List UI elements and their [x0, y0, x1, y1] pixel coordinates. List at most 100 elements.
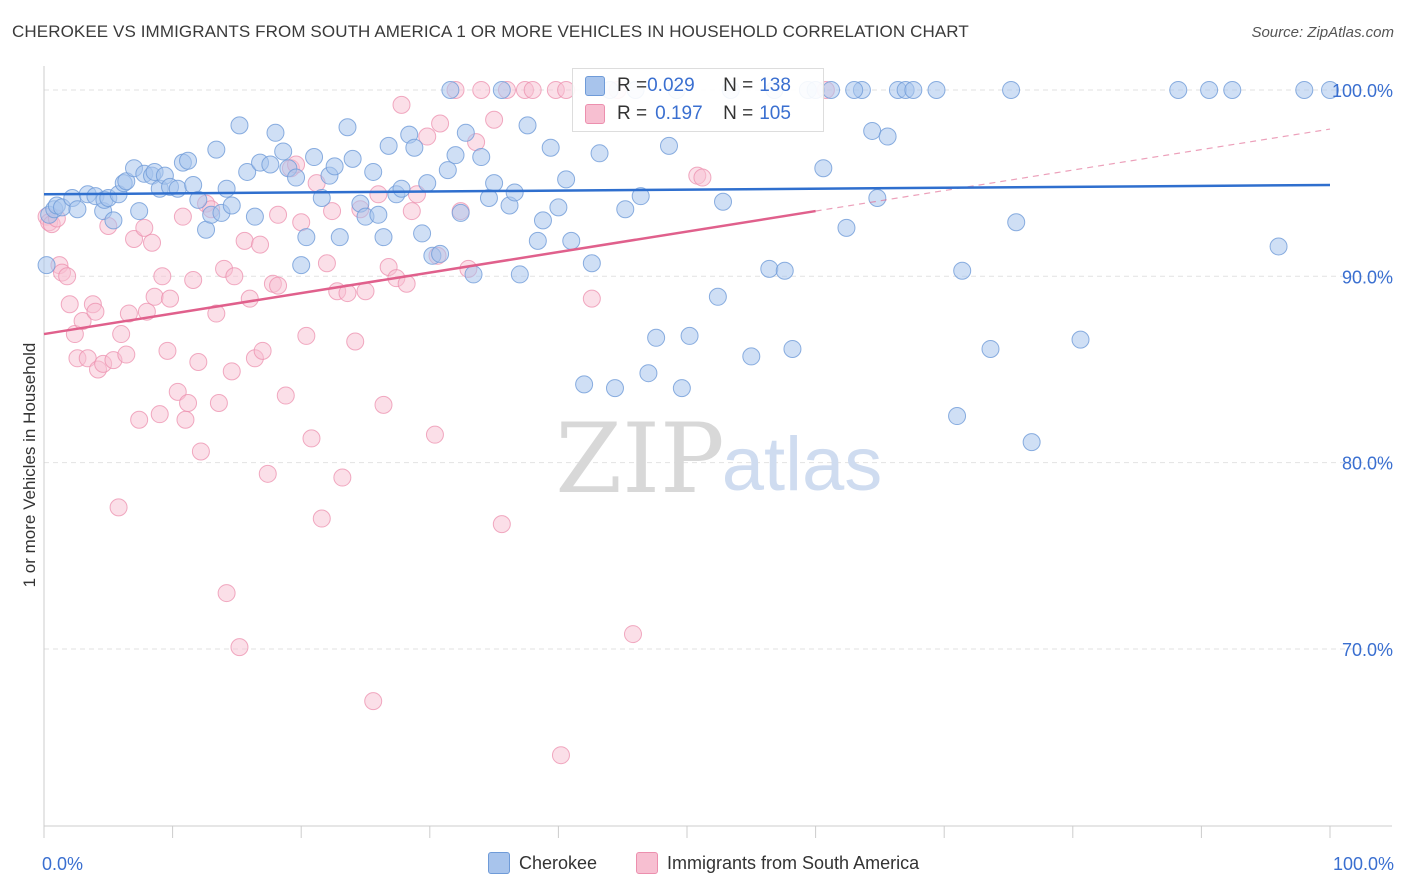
- data-point-south-america: [184, 271, 203, 290]
- data-point-cherokee: [261, 155, 280, 174]
- data-point-south-america: [302, 429, 321, 448]
- data-point-south-america: [86, 302, 105, 321]
- data-point-cherokee: [312, 189, 331, 208]
- data-point-cherokee: [672, 379, 691, 398]
- legend-item-cherokee[interactable]: Cherokee: [488, 852, 597, 874]
- cherokee-n-value: 138: [759, 75, 791, 96]
- data-point-cherokee: [1169, 80, 1188, 99]
- tick-labels: 100.0% 90.0% 80.0% 70.0% 0.0% 100.0%: [42, 81, 1394, 874]
- data-point-south-america: [551, 746, 570, 765]
- data-point-cherokee: [562, 231, 581, 250]
- data-point-cherokee: [518, 116, 537, 135]
- data-point-cherokee: [1200, 80, 1219, 99]
- data-point-cherokee: [533, 211, 552, 230]
- data-point-south-america: [356, 282, 375, 301]
- watermark-zip: ZIP: [555, 403, 724, 515]
- data-point-south-america: [207, 304, 226, 323]
- data-point-cherokee: [451, 203, 470, 222]
- data-point-cherokee: [472, 148, 491, 167]
- data-point-cherokee: [904, 80, 923, 99]
- data-point-cherokee: [1269, 237, 1288, 256]
- data-point-cherokee: [680, 326, 699, 345]
- data-point-south-america: [431, 114, 450, 133]
- data-point-cherokee: [814, 159, 833, 178]
- legend-item-south-america[interactable]: Immigrants from South America: [636, 852, 919, 874]
- data-point-cherokee: [456, 123, 475, 142]
- data-point-south-america: [392, 95, 411, 114]
- data-point-south-america: [222, 362, 241, 381]
- data-point-south-america: [323, 202, 342, 221]
- data-point-cherokee: [207, 140, 226, 159]
- data-point-cherokee: [822, 80, 841, 99]
- y-tick-label: 100.0%: [1332, 81, 1393, 101]
- data-point-cherokee: [868, 189, 887, 208]
- correlation-stats-box: R = 0.029 N = 138 R = 0.197 N = 105: [572, 68, 824, 132]
- data-point-cherokee: [431, 244, 450, 263]
- data-point-cherokee: [37, 256, 56, 275]
- data-point-cherokee: [1223, 80, 1242, 99]
- data-point-cherokee: [510, 265, 529, 284]
- y-tick-label: 90.0%: [1342, 267, 1393, 287]
- data-point-south-america: [130, 410, 149, 429]
- data-point-cherokee: [557, 170, 576, 189]
- data-point-south-america: [173, 207, 192, 226]
- data-point-south-america: [418, 127, 437, 146]
- data-point-south-america: [269, 276, 288, 295]
- trend-line-cherokee: [43, 183, 1331, 196]
- cherokee-r-value: 0.029: [647, 75, 695, 96]
- data-point-cherokee: [1071, 330, 1090, 349]
- data-point-south-america: [312, 509, 331, 528]
- data-point-cherokee: [343, 149, 362, 168]
- data-point-south-america: [230, 638, 249, 657]
- r-label: R =: [617, 75, 648, 96]
- data-point-south-america: [119, 304, 138, 323]
- data-point-south-america: [623, 625, 642, 644]
- data-point-cherokee: [639, 364, 658, 383]
- data-point-cherokee: [927, 80, 946, 99]
- trend-lines: [43, 128, 1331, 336]
- data-point-cherokee: [287, 168, 306, 187]
- data-point-south-america: [117, 345, 136, 364]
- data-point-cherokee: [590, 144, 609, 163]
- data-point-south-america: [346, 332, 365, 351]
- data-point-cherokee: [775, 261, 794, 280]
- data-point-cherokee: [104, 211, 123, 230]
- stats-row-cherokee: R = 0.029 N = 138: [585, 73, 791, 99]
- data-point-south-america: [472, 80, 491, 99]
- data-point-cherokee: [292, 256, 311, 275]
- data-point-cherokee: [492, 80, 511, 99]
- data-point-south-america: [60, 295, 79, 314]
- data-point-cherokee: [405, 138, 424, 157]
- x-tick-label-min: 0.0%: [42, 854, 83, 874]
- watermark: ZIP atlas: [555, 403, 882, 515]
- data-point-south-america: [276, 386, 295, 405]
- axes: [43, 66, 1392, 838]
- data-point-south-america: [253, 341, 272, 360]
- data-point-south-america: [402, 202, 421, 221]
- data-point-cherokee: [837, 218, 856, 237]
- data-point-south-america: [150, 405, 169, 424]
- data-point-south-america: [225, 267, 244, 286]
- data-point-south-america: [161, 289, 180, 308]
- chart-legend: Cherokee Immigrants from South America: [0, 848, 1406, 878]
- data-point-south-america: [153, 267, 172, 286]
- data-point-cherokee: [783, 339, 802, 358]
- south-america-n-value: 105: [759, 103, 791, 124]
- data-point-south-america: [251, 235, 270, 254]
- data-point-cherokee: [485, 174, 504, 193]
- data-point-cherokee: [863, 121, 882, 140]
- data-point-south-america: [189, 353, 208, 372]
- data-point-cherokee: [714, 192, 733, 211]
- data-point-south-america: [109, 498, 128, 517]
- data-point-cherokee: [238, 162, 257, 181]
- data-point-cherokee: [369, 205, 388, 224]
- data-point-south-america: [145, 287, 164, 306]
- data-point-cherokee: [616, 200, 635, 219]
- data-point-south-america: [191, 442, 210, 461]
- data-point-cherokee: [845, 80, 864, 99]
- data-point-cherokee: [189, 190, 208, 209]
- data-point-cherokee: [379, 136, 398, 155]
- data-point-cherokee: [179, 151, 198, 170]
- x-tick-label-max: 100.0%: [1333, 854, 1394, 874]
- data-point-cherokee: [245, 207, 264, 226]
